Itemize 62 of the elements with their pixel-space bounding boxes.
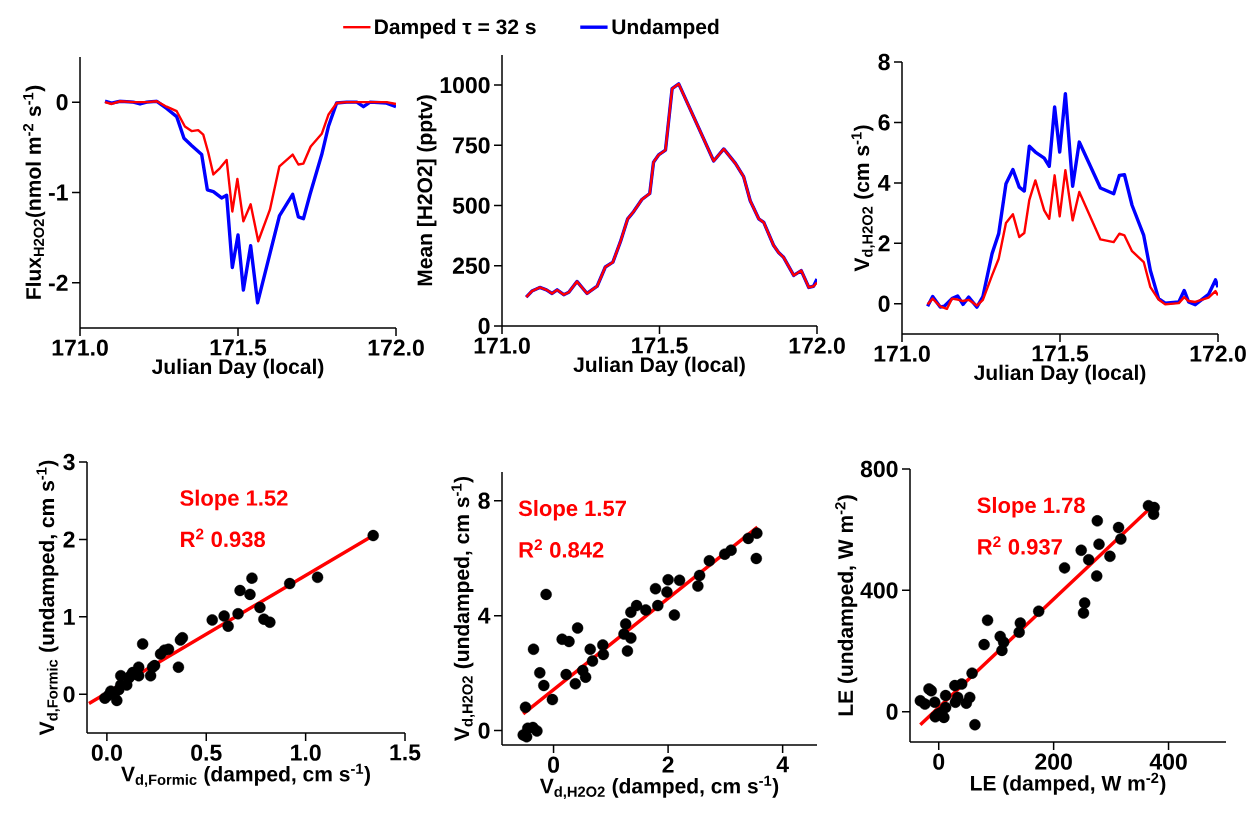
legend-label: Damped τ = 32 s xyxy=(375,18,536,39)
y-tick-label: 0 xyxy=(56,94,68,111)
y-tick-label: 1000 xyxy=(440,76,490,94)
y-tick-label: 4 xyxy=(878,174,891,191)
x-tick-label: 400 xyxy=(1149,753,1187,770)
y-tick-label: 8 xyxy=(478,492,490,509)
annotation: Slope 1.57 xyxy=(518,499,626,521)
x-tick-label: 0 xyxy=(933,753,945,770)
x-axis-title: Julian Day (local) xyxy=(573,356,745,377)
y-tick-label: 4 xyxy=(478,607,491,624)
x-tick-label: 171.5 xyxy=(210,339,267,356)
y-axis-title: V$_{d,H2O2}$ (cm s$^{-1}$) xyxy=(851,125,875,272)
x-tick-label: 171.0 xyxy=(474,337,530,354)
y-axis-title: V$_{d,Formic}$ (undamped, cm s$^{-1}$) xyxy=(36,460,60,736)
x-tick-label: 171.0 xyxy=(874,345,930,362)
y-tick-label: 400 xyxy=(860,582,898,599)
y-tick-label: -1 xyxy=(48,184,68,201)
y-axis-title: V$_{d,H2O2}$ (undamped, cm s$^{-1}$) xyxy=(451,477,475,741)
x-axis-title: Julian Day (local) xyxy=(151,358,324,379)
x-axis-title: V$_{d,H2O2}$ (damped, cm s$^{-1}$) xyxy=(539,775,779,800)
annotation: R$^{2}$ 0.842 xyxy=(519,539,604,558)
annotation: R$^{2}$ 0.937 xyxy=(978,536,1062,555)
y-tick-label: 0 xyxy=(878,295,890,312)
y-tick-label: 0 xyxy=(478,317,490,335)
y-tick-label: 0 xyxy=(886,703,898,720)
x-tick-label: 4 xyxy=(776,756,789,773)
x-axis-title: V$_{d,Formic}$ (damped, cm s$^{-1}$) xyxy=(121,763,370,788)
annotation: R$^{2}$ 0.938 xyxy=(181,528,266,548)
x-tick-label: 171.5 xyxy=(632,337,688,354)
x-tick-label: 1.5 xyxy=(390,744,421,761)
x-tick-label: 0 xyxy=(548,756,560,773)
y-tick-label: -2 xyxy=(48,274,68,291)
y-tick-label: 0 xyxy=(63,686,75,703)
y-tick-label: 6 xyxy=(878,114,890,131)
annotation: Slope 1.52 xyxy=(180,489,288,511)
x-tick-label: 1.0 xyxy=(291,744,321,761)
y-tick-label: 2 xyxy=(63,531,75,548)
x-tick-label: 200 xyxy=(1035,753,1072,770)
annotation: Slope 1.78 xyxy=(977,496,1085,518)
x-tick-label: 171.5 xyxy=(1032,345,1089,362)
y-tick-label: 1 xyxy=(64,608,75,625)
y-tick-label: 250 xyxy=(452,257,490,274)
y-tick-label: 2 xyxy=(878,235,890,252)
y-tick-label: 0 xyxy=(478,722,490,739)
x-axis-title: LE (damped, W m$^{-2}$) xyxy=(971,772,1166,795)
y-tick-label: 500 xyxy=(452,197,490,214)
y-axis-title: Flux$_{H2O2}$(nmol m$^{-2}$ s$^{-1}$) xyxy=(23,85,46,299)
x-axis-title: Julian Day (local) xyxy=(973,364,1146,385)
x-tick-label: 0.5 xyxy=(191,744,222,761)
y-tick-label: 3 xyxy=(63,453,75,471)
x-tick-label: 0.0 xyxy=(91,744,122,761)
x-tick-label: 172.0 xyxy=(1190,345,1246,362)
y-axis-title: Mean [H2O2] (pptv) xyxy=(416,95,437,286)
x-tick-label: 172.0 xyxy=(368,339,424,356)
y-tick-label: 800 xyxy=(860,460,898,478)
y-tick-label: 8 xyxy=(878,53,890,71)
x-tick-label: 2 xyxy=(662,756,674,773)
y-axis-title: LE (undamped, W m$^{-2}$) xyxy=(835,495,858,716)
y-tick-label: 750 xyxy=(453,137,490,154)
x-tick-label: 172.0 xyxy=(789,337,845,354)
x-tick-label: 171.0 xyxy=(52,339,108,356)
legend-label: Undamped xyxy=(612,18,719,39)
